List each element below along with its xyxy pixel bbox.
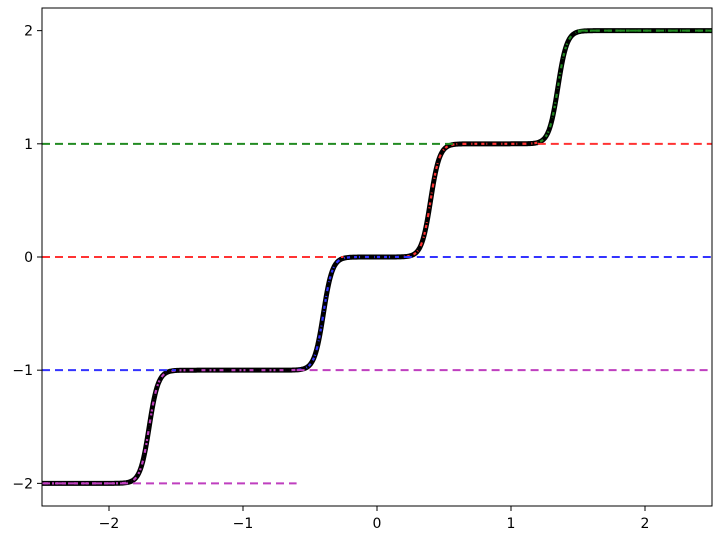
staircase-dotted	[42, 29, 712, 485]
y-tick-label: 1	[24, 137, 33, 153]
y-tick-label: −1	[12, 363, 33, 379]
plot-area	[42, 28, 712, 486]
x-tick-label: −1	[233, 516, 254, 532]
x-tick-label: 1	[507, 516, 516, 532]
y-tick-label: 0	[24, 250, 33, 266]
staircase-overlay-1	[296, 255, 404, 371]
y-tick-label: 2	[24, 24, 33, 40]
staircase-overlay-0	[42, 368, 297, 485]
x-tick-label: 0	[373, 516, 382, 532]
x-tick-label: 2	[641, 516, 650, 532]
x-tick-label: −2	[99, 516, 120, 532]
ticks: −2 −1 0 1 2 −2 −1 0 1 2	[12, 24, 649, 532]
staircase-overlay-3	[537, 29, 712, 144]
y-tick-label: −2	[12, 476, 33, 492]
